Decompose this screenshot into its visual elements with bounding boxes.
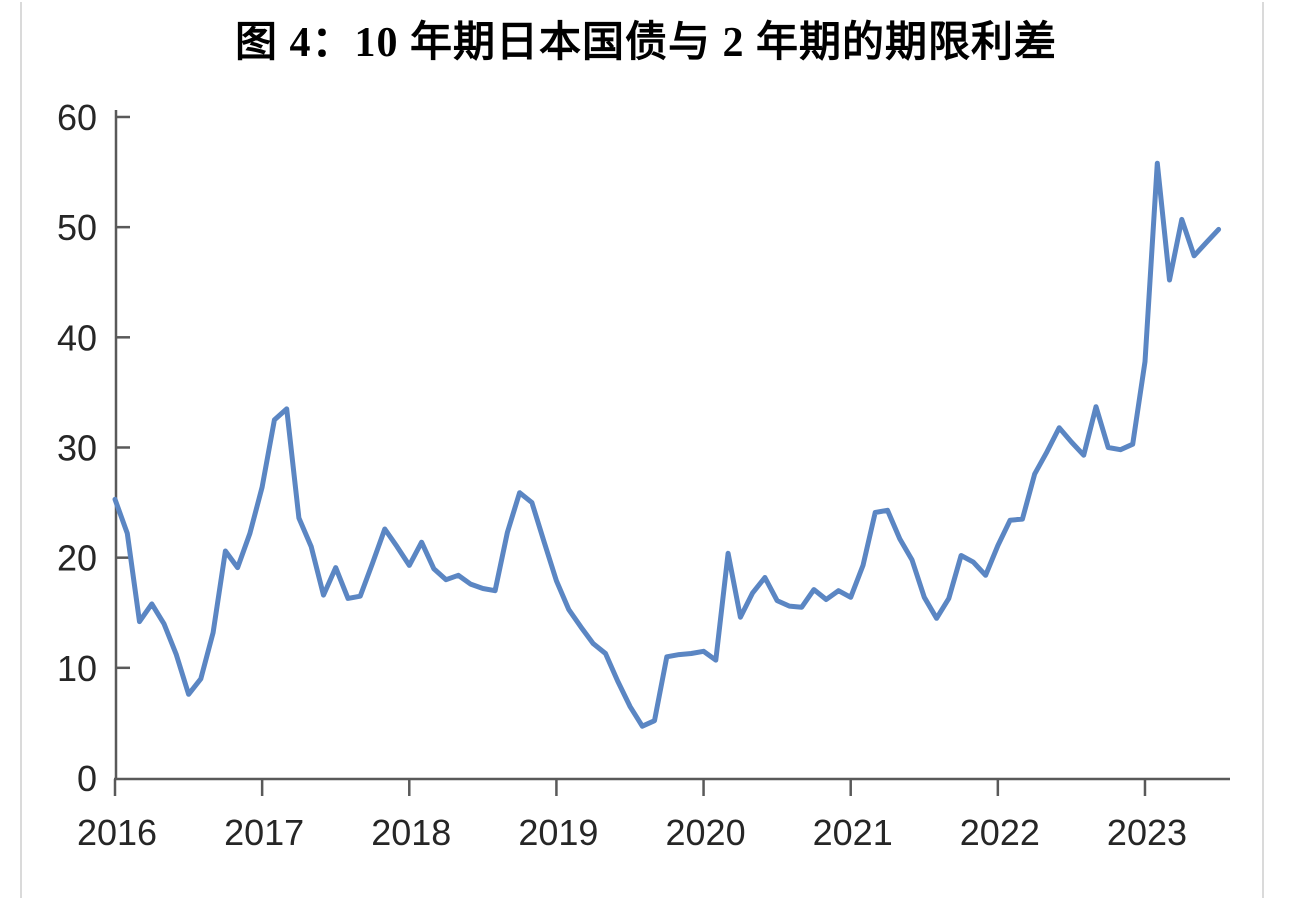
chart-title: 图 4：10 年期日本国债与 2 年期的期限利差	[234, 20, 1057, 66]
y-axis-tick-label: 0	[77, 758, 97, 799]
y-axis-tick-label: 50	[57, 207, 97, 248]
y-axis-tick-label: 40	[57, 317, 97, 358]
x-axis-tick-label: 2023	[1107, 812, 1187, 853]
spread-line	[112, 160, 1222, 729]
y-axis-tick-label: 10	[57, 648, 97, 689]
x-axis-tick-label: 2020	[666, 812, 746, 853]
x-axis-tick-label: 2022	[960, 812, 1040, 853]
x-axis-tick-label: 2016	[77, 812, 157, 853]
x-axis-tick-label: 2017	[224, 812, 304, 853]
y-axis-tick-label: 30	[57, 427, 97, 468]
x-axis-tick-label: 2018	[371, 812, 451, 853]
y-axis-tick-label: 60	[57, 97, 97, 138]
x-axis-tick-label: 2019	[518, 812, 598, 853]
y-axis-tick-label: 20	[57, 538, 97, 579]
x-axis-tick-label: 2021	[813, 812, 893, 853]
